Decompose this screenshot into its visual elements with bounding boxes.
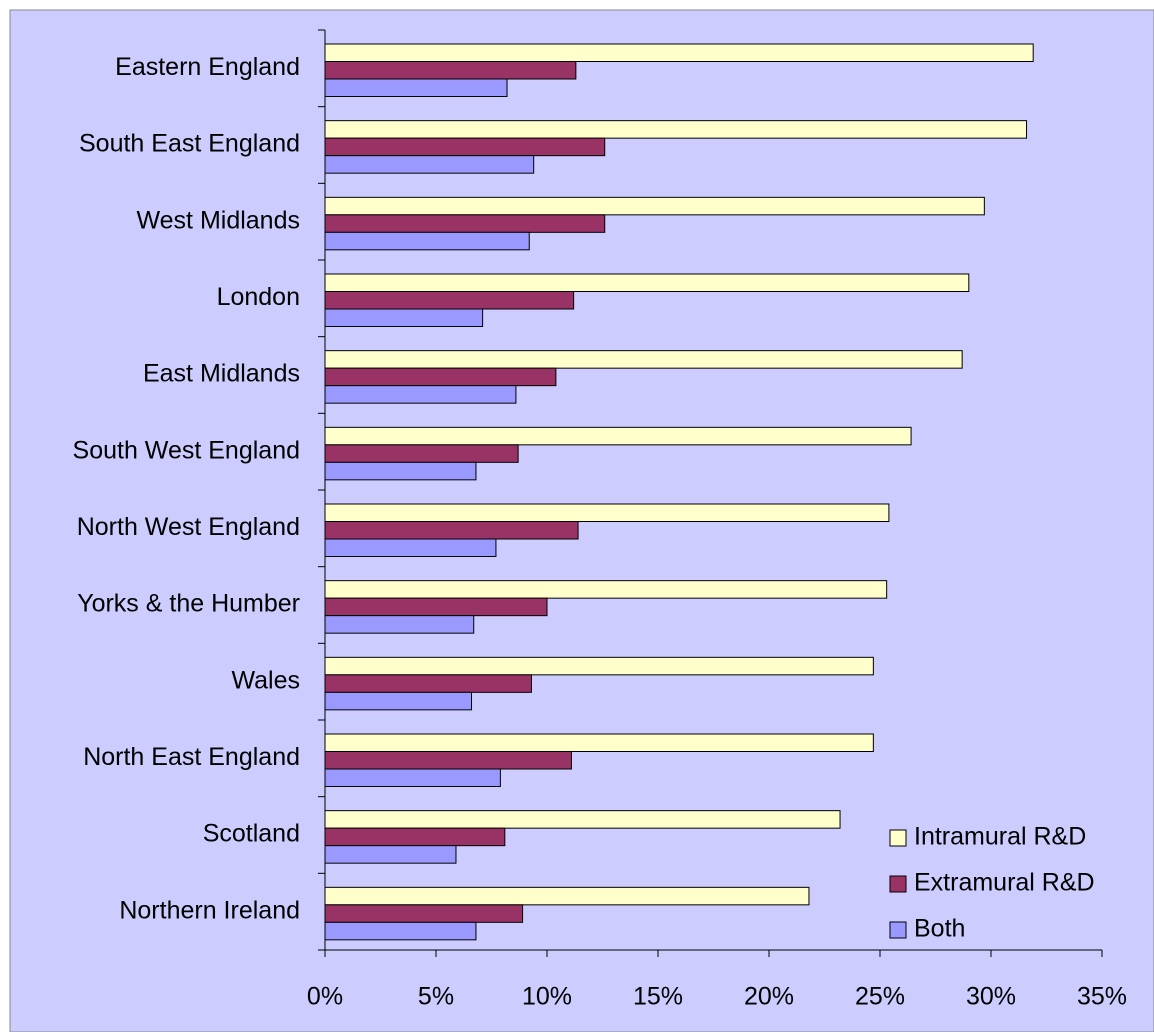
y-tick-label: North East England — [83, 743, 300, 771]
legend-swatch — [889, 829, 907, 847]
bar — [324, 810, 841, 829]
bar — [324, 78, 508, 97]
x-tick-label: 10% — [522, 983, 572, 1011]
bar — [324, 921, 477, 941]
bar — [324, 273, 970, 292]
bar — [324, 904, 524, 923]
x-tick-label: 0% — [307, 983, 343, 1011]
y-tick-label: Wales — [231, 666, 300, 694]
x-tick-label: 35% — [1077, 983, 1127, 1011]
x-tick-label: 20% — [744, 983, 794, 1011]
bar — [324, 503, 890, 522]
y-tick-label: South East England — [79, 130, 300, 158]
bar — [324, 291, 575, 310]
bar — [324, 768, 501, 787]
y-tick-label: North West England — [77, 513, 300, 541]
bar — [324, 120, 1028, 139]
x-tick-label: 15% — [633, 983, 683, 1011]
bar — [324, 845, 457, 864]
legend-swatch — [889, 875, 907, 893]
bar — [324, 137, 606, 157]
bar — [324, 231, 530, 251]
x-tick-label: 5% — [418, 983, 454, 1011]
legend-swatch — [889, 921, 907, 939]
y-tick-label: Yorks & the Humber — [77, 590, 300, 618]
bar — [324, 444, 519, 463]
bar — [324, 521, 579, 540]
x-tick-label: 25% — [855, 983, 905, 1011]
y-tick-label: London — [217, 283, 300, 311]
bar — [324, 580, 888, 599]
bar — [324, 43, 1034, 62]
bar — [324, 308, 484, 327]
bar — [324, 827, 506, 847]
x-tick-label: 30% — [966, 983, 1016, 1011]
bar — [324, 155, 535, 174]
bar — [324, 350, 963, 369]
y-tick-label: East Midlands — [143, 360, 300, 388]
bar — [324, 615, 475, 634]
bar — [324, 751, 572, 770]
bar — [324, 538, 497, 557]
bar — [324, 426, 912, 446]
bar — [324, 674, 532, 693]
bar — [324, 886, 810, 906]
y-tick-label: Scotland — [203, 820, 300, 848]
y-tick-label: South West England — [73, 436, 300, 464]
bar — [324, 461, 477, 481]
y-tick-label: Eastern England — [115, 53, 300, 81]
bar — [324, 597, 548, 617]
y-tick-label: Northern Ireland — [119, 896, 300, 924]
y-tick-label: West Midlands — [137, 206, 301, 234]
bar — [324, 733, 874, 752]
bar — [324, 385, 517, 404]
bar — [324, 691, 473, 711]
legend-label: Both — [914, 915, 965, 943]
bar — [324, 196, 985, 216]
bar — [324, 214, 606, 233]
bar — [324, 61, 577, 80]
bar — [324, 656, 874, 676]
legend-label: Extramural R&D — [914, 869, 1095, 897]
legend-label: Intramural R&D — [914, 823, 1086, 851]
bar — [324, 367, 557, 387]
